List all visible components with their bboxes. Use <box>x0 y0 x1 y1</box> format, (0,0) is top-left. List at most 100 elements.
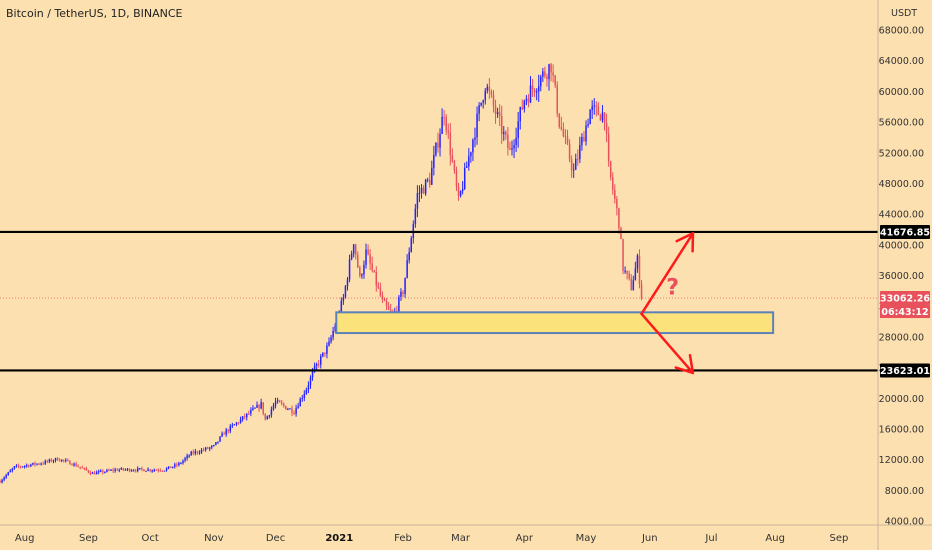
candle <box>71 463 73 466</box>
candle-body <box>558 113 561 128</box>
candle <box>537 74 540 102</box>
candle-body <box>387 306 390 310</box>
candle-body <box>616 199 618 209</box>
candle <box>211 445 213 450</box>
candle <box>143 468 145 472</box>
candle <box>564 129 567 145</box>
candle <box>217 441 219 444</box>
candle <box>5 473 7 479</box>
candle-body <box>297 406 299 409</box>
candle-body <box>591 106 593 111</box>
candle-body <box>519 107 521 122</box>
candle <box>202 447 205 452</box>
candle-body <box>385 301 388 307</box>
candle <box>241 416 244 422</box>
candle <box>554 74 556 89</box>
candle <box>558 113 561 129</box>
candle <box>23 465 26 469</box>
support-zone[interactable] <box>335 311 775 335</box>
candle-body <box>589 110 591 125</box>
candle-body <box>342 297 345 301</box>
candle <box>342 293 345 305</box>
x-tick-label: Jun <box>641 533 658 544</box>
candle <box>568 139 571 163</box>
candle-body <box>568 143 571 160</box>
candle-body <box>634 268 637 281</box>
candle-body <box>404 277 406 294</box>
candle <box>149 468 151 473</box>
level-badge-bg <box>880 363 930 378</box>
candle <box>566 129 569 146</box>
candle <box>437 132 439 153</box>
candle <box>488 78 491 100</box>
candle-body <box>65 460 67 462</box>
candle-body <box>334 325 336 332</box>
candle <box>503 126 505 141</box>
candle <box>622 238 624 275</box>
candle-body <box>488 86 491 92</box>
candle-body <box>597 106 600 115</box>
candle <box>328 337 330 347</box>
arrow-down[interactable] <box>640 312 695 375</box>
candle <box>225 427 227 437</box>
time-axis[interactable]: Aug Sep Oct Nov Dec 2021 Feb Mar Apr May Jun Jul Aug… <box>15 533 848 544</box>
arrow-up[interactable] <box>640 232 695 316</box>
candle-body <box>231 425 234 427</box>
candle <box>324 352 326 357</box>
candle-body <box>354 244 357 255</box>
candle-body <box>5 475 7 478</box>
candle <box>466 161 468 168</box>
candle <box>13 466 16 470</box>
level-badge-bg <box>880 224 930 239</box>
candle-body <box>398 296 400 312</box>
candle-body <box>587 124 589 126</box>
candle <box>574 153 577 170</box>
candle-body <box>30 464 32 467</box>
y-tick-label: 12000.00 <box>879 455 924 466</box>
candle <box>91 471 94 474</box>
x-tick-label: Apr <box>516 533 534 544</box>
candle-body <box>614 189 616 200</box>
candle-body <box>383 299 386 302</box>
candle-body <box>556 85 558 114</box>
last-price-badge-bg <box>880 291 930 306</box>
candle-body <box>640 284 643 299</box>
candle-body <box>145 470 147 472</box>
candle-body <box>381 295 384 300</box>
candle-body <box>202 449 205 451</box>
candle-body <box>60 459 63 462</box>
candle <box>297 402 299 409</box>
candle-body <box>194 451 197 454</box>
candle-body <box>126 468 129 470</box>
candle <box>97 469 100 475</box>
candle-body <box>437 142 439 148</box>
candle <box>611 172 614 195</box>
candle <box>472 138 474 161</box>
candle <box>317 360 320 368</box>
question-mark-annotation: ? <box>666 276 679 301</box>
candle-body <box>330 337 332 342</box>
candle <box>533 88 536 98</box>
scenario-arrows[interactable] <box>640 232 695 375</box>
candle <box>369 249 371 270</box>
arrow-shaft <box>640 232 695 316</box>
candle <box>104 471 106 474</box>
candle <box>114 467 116 473</box>
candle <box>404 277 406 298</box>
candle <box>221 431 223 438</box>
candle <box>556 81 558 118</box>
candle <box>373 270 375 273</box>
candle <box>11 467 14 473</box>
candle-body <box>428 179 431 185</box>
candle-body <box>42 463 44 465</box>
candle <box>453 159 456 174</box>
candle-body <box>307 385 310 390</box>
candle <box>167 466 170 470</box>
candle <box>139 468 141 470</box>
candle <box>50 458 53 463</box>
candle <box>248 410 250 416</box>
candle <box>264 413 267 421</box>
candle <box>447 123 450 140</box>
price-axis[interactable]: 68000.00 64000.00 60000.00 56000.00 52000.00… <box>879 26 924 528</box>
